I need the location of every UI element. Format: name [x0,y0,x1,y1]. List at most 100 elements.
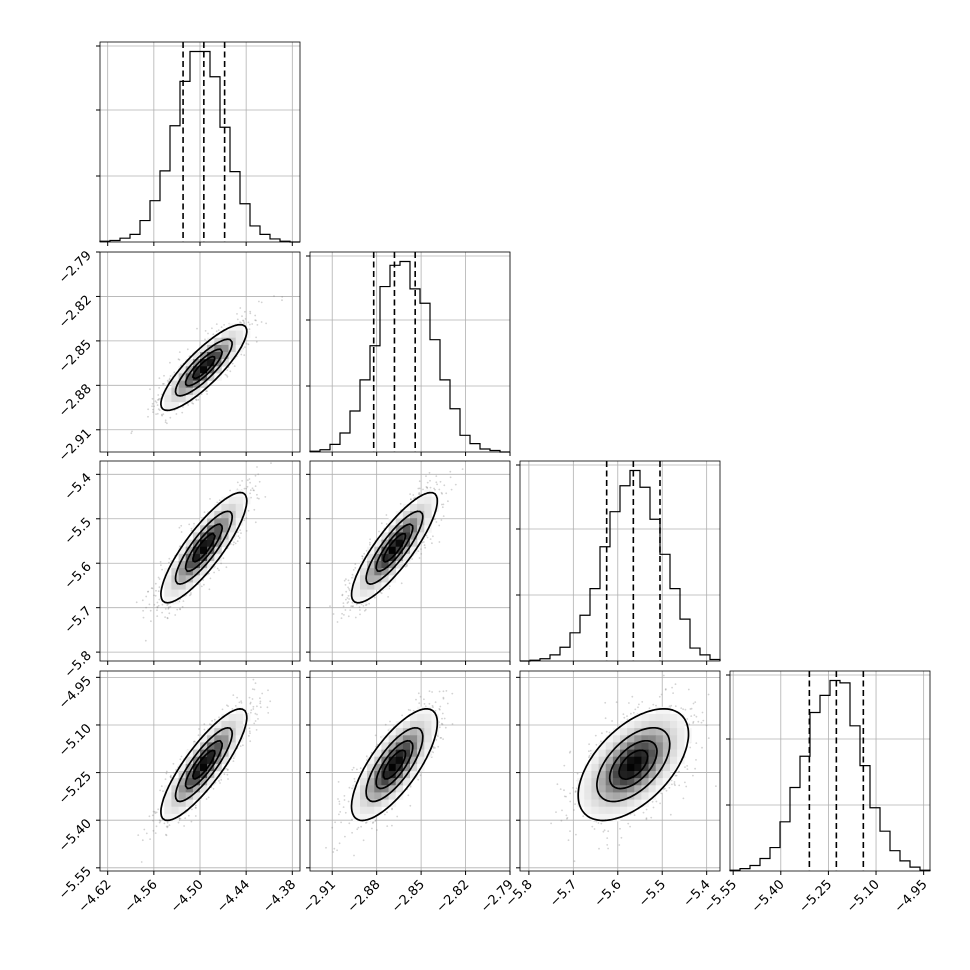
density-cell [221,511,229,519]
scatter-point [154,832,157,834]
contour-level-0 [160,708,248,822]
density-cell [424,721,432,729]
scatter-point [689,708,692,710]
scatter-point [153,603,156,606]
density-cell [221,742,229,750]
density-cell [670,763,678,772]
density-cell [417,756,425,765]
density-cell [171,785,179,793]
density-cell [641,721,649,729]
scatter-point [182,600,185,602]
scatter-point [651,800,654,803]
density-cell [171,582,179,590]
scatter-point [149,388,151,391]
scatter-point [256,493,258,496]
scatter-point [371,822,374,824]
density-cell [221,344,229,353]
density-cell [207,749,215,758]
scatter-point [345,598,347,601]
scatter-point [239,745,242,747]
scatter-point [391,808,393,811]
scatter-point [341,612,343,615]
scatter-point [415,698,417,701]
scatter-point [203,723,206,726]
density-cell [648,742,657,750]
scatter-point [336,621,339,623]
density-cell [360,771,368,779]
density-cell [178,568,187,576]
scatter-point [220,779,223,781]
scatter-point [407,794,410,797]
density-cell [662,763,671,772]
density-cell [410,503,418,512]
contour-level-2 [375,739,414,790]
density-cell [402,503,411,512]
density-cell [648,756,657,765]
scatter-point [253,489,255,492]
scatter-point [178,817,181,820]
scatter-point [195,399,198,402]
scatter-point [194,806,197,809]
scatter-point [632,711,635,714]
scatter-point [664,787,666,790]
density-cell [605,756,614,765]
density-cell [352,785,361,793]
density-cell [612,771,621,779]
scatter-point [417,550,420,552]
density-cell [388,735,397,743]
density-cell [381,749,389,758]
density-cell [185,799,194,808]
density-cell [192,742,201,750]
scatter-point [236,313,238,315]
scatter-point [155,413,158,415]
scatter-point [142,616,145,619]
scatter-point [222,557,225,560]
contour-level-3 [382,532,407,563]
scatter-point [611,720,613,722]
scatter-point [164,608,167,610]
scatter-point [411,558,413,560]
scatter-point [362,605,365,607]
density-cell [367,799,375,808]
density-cell [410,728,418,736]
scatter-point [695,715,698,718]
density-cell [577,799,585,808]
scatter-point [164,778,167,781]
histogram-step-line [729,679,931,871]
density-cell [228,503,237,512]
scatter-point [620,836,623,839]
density-cell [178,778,187,786]
density-cell [192,352,201,360]
density-cell [374,763,382,772]
scatter-point [144,639,147,642]
scatter-panel-b-d [306,670,511,875]
scatter-point [152,829,155,832]
scatter-point [211,720,214,722]
density-cell [221,525,229,533]
scatter-point [164,419,167,422]
scatter-point [345,578,347,580]
scatter-point [429,538,432,540]
scatter-point [332,613,335,615]
density-cell [381,778,389,786]
scatter-point [588,754,591,757]
density-cell [200,518,208,526]
scatter-point [434,518,436,521]
scatter-point [354,567,357,569]
density-cell [677,735,685,743]
scatter-point [593,828,596,830]
scatter-point [433,487,435,490]
scatter-point [158,398,160,400]
scatter-point [686,768,689,770]
contour-level-3 [382,749,407,780]
scatter-point [423,698,425,701]
scatter-point [329,605,331,607]
scatter-point [604,701,607,704]
density-cell [352,575,361,583]
density-cell [634,799,642,808]
scatter-point [374,820,376,822]
density-cell [367,553,375,562]
density-cell [417,532,425,540]
density-cell [228,713,237,722]
density-cell [178,763,187,772]
